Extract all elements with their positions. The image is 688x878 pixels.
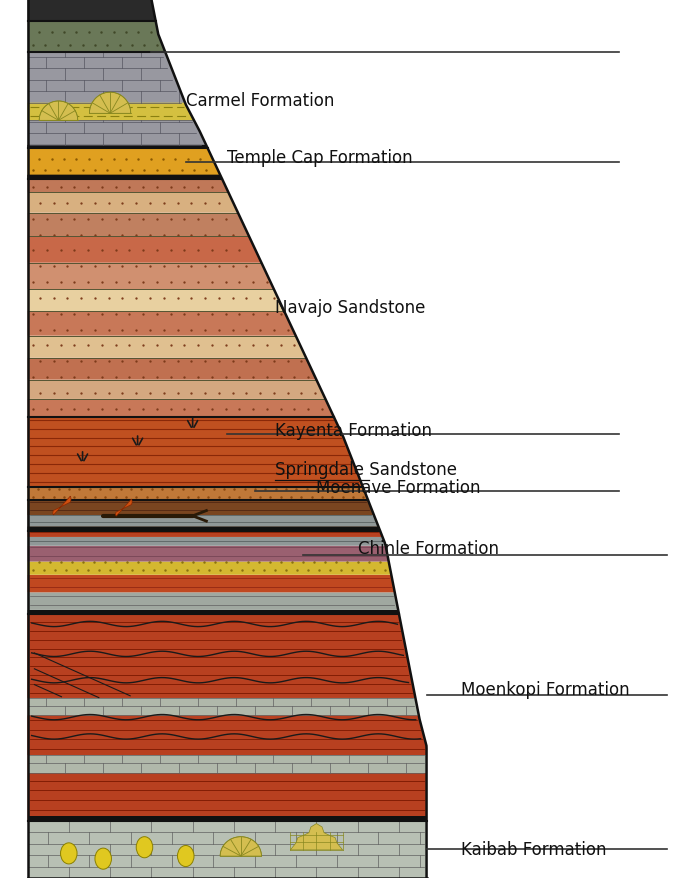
Polygon shape — [28, 149, 222, 180]
Polygon shape — [28, 180, 228, 193]
Text: Chinle Formation: Chinle Formation — [358, 540, 499, 558]
Polygon shape — [28, 336, 306, 358]
Polygon shape — [28, 290, 284, 312]
Polygon shape — [28, 615, 405, 645]
Polygon shape — [28, 515, 378, 527]
Polygon shape — [28, 527, 380, 531]
Polygon shape — [28, 213, 249, 237]
Polygon shape — [28, 176, 222, 180]
Polygon shape — [28, 146, 208, 149]
Polygon shape — [28, 146, 208, 149]
Polygon shape — [28, 237, 261, 263]
Polygon shape — [28, 645, 416, 698]
Polygon shape — [28, 176, 222, 180]
Polygon shape — [39, 102, 78, 121]
Polygon shape — [28, 104, 194, 121]
Polygon shape — [89, 93, 131, 114]
Polygon shape — [28, 816, 427, 821]
Text: Kaibab Formation: Kaibab Formation — [461, 840, 606, 858]
Polygon shape — [28, 610, 399, 615]
Polygon shape — [28, 546, 389, 562]
Polygon shape — [28, 531, 383, 537]
Polygon shape — [28, 487, 368, 500]
Text: Moenkopi Formation: Moenkopi Formation — [461, 680, 630, 698]
Polygon shape — [28, 562, 391, 575]
Polygon shape — [53, 497, 71, 515]
Polygon shape — [28, 500, 374, 515]
Circle shape — [178, 846, 194, 867]
Polygon shape — [28, 821, 427, 878]
Circle shape — [136, 837, 153, 858]
Polygon shape — [220, 837, 261, 856]
Polygon shape — [116, 500, 132, 516]
Text: Carmel Formation: Carmel Formation — [186, 92, 334, 110]
Circle shape — [61, 843, 77, 864]
Polygon shape — [28, 417, 363, 487]
Polygon shape — [28, 22, 165, 53]
Polygon shape — [28, 53, 208, 149]
Text: Moenave Formation: Moenave Formation — [316, 479, 481, 496]
Polygon shape — [290, 824, 343, 850]
Circle shape — [95, 848, 111, 869]
Polygon shape — [28, 537, 385, 546]
Polygon shape — [28, 263, 274, 290]
Polygon shape — [28, 358, 316, 380]
Text: Kayenta Formation: Kayenta Formation — [275, 421, 432, 439]
Text: Temple Cap Formation: Temple Cap Formation — [227, 149, 413, 167]
Polygon shape — [28, 312, 296, 336]
Polygon shape — [28, 193, 238, 213]
Text: Navajo Sandstone: Navajo Sandstone — [275, 299, 426, 316]
Polygon shape — [28, 575, 395, 593]
Polygon shape — [28, 399, 334, 417]
Polygon shape — [28, 0, 155, 22]
Polygon shape — [28, 615, 427, 821]
Polygon shape — [28, 716, 427, 755]
Polygon shape — [28, 755, 427, 773]
Polygon shape — [28, 593, 398, 610]
Polygon shape — [28, 500, 380, 531]
Text: Springdale Sandstone: Springdale Sandstone — [275, 461, 458, 479]
Polygon shape — [28, 698, 419, 716]
Polygon shape — [28, 380, 325, 399]
